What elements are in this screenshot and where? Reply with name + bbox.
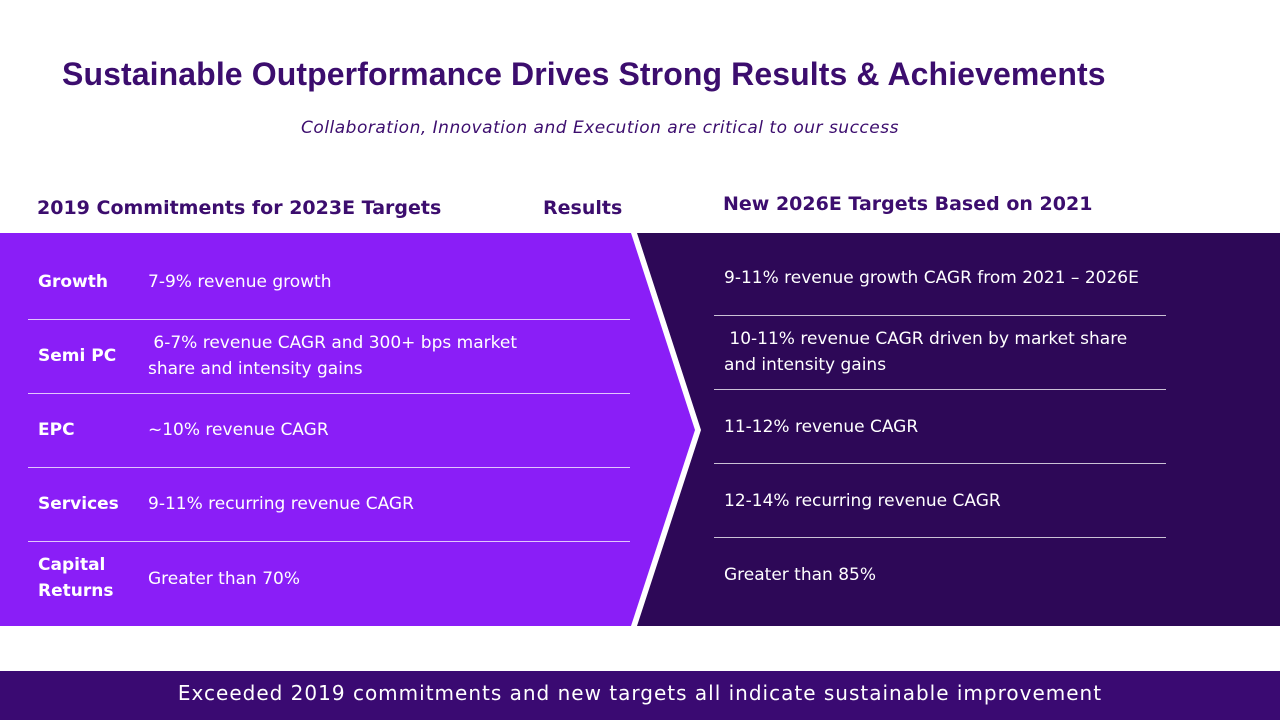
target-text: Greater than 85% bbox=[724, 565, 877, 585]
commitments-column-header: 2019 Commitments for 2023E Targets bbox=[37, 197, 442, 219]
row-label: Semi PC bbox=[38, 346, 117, 366]
commitment-text: 9-11% recurring revenue CAGR bbox=[148, 494, 414, 514]
commitment-row-services: Services 9-11% recurring revenue CAGR bbox=[28, 468, 630, 542]
target-row-capital-returns: Greater than 85% bbox=[714, 538, 1166, 618]
footer-text: Exceeded 2019 commitments and new target… bbox=[177, 681, 1103, 705]
target-row-epc: 11-12% revenue CAGR bbox=[714, 390, 1166, 464]
new-targets-column-header: New 2026E Targets Based on 2021 bbox=[723, 193, 1093, 215]
target-row-services: 12-14% recurring revenue CAGR bbox=[714, 464, 1166, 538]
row-label: Growth bbox=[38, 272, 108, 292]
commitment-row-epc: EPC ~10% revenue CAGR bbox=[28, 394, 630, 468]
commitments-panel bbox=[0, 233, 695, 626]
commitment-row-capital-returns: Capital Returns Greater than 70% bbox=[28, 542, 630, 622]
comparison-panels bbox=[0, 233, 1280, 626]
row-label: Capital Returns bbox=[38, 555, 114, 601]
target-text: 9-11% revenue growth CAGR from 2021 – 20… bbox=[724, 268, 1139, 288]
commitment-text: 6-7% revenue CAGR and 300+ bps market sh… bbox=[148, 333, 523, 379]
row-label: Services bbox=[38, 494, 119, 514]
commitment-text: ~10% revenue CAGR bbox=[148, 420, 329, 440]
commitment-text: 7-9% revenue growth bbox=[148, 272, 332, 292]
page-subtitle: Collaboration, Innovation and Execution … bbox=[301, 118, 899, 138]
target-row-growth: 9-11% revenue growth CAGR from 2021 – 20… bbox=[714, 245, 1166, 316]
footer-banner: Exceeded 2019 commitments and new target… bbox=[0, 671, 1280, 720]
target-text: 10-11% revenue CAGR driven by market sha… bbox=[724, 329, 1133, 375]
commitment-row-semi-pc: Semi PC 6-7% revenue CAGR and 300+ bps m… bbox=[28, 320, 630, 394]
row-label: EPC bbox=[38, 420, 75, 440]
target-row-semi-pc: 10-11% revenue CAGR driven by market sha… bbox=[714, 316, 1166, 390]
commitment-row-growth: Growth 7-9% revenue growth bbox=[28, 245, 630, 320]
target-text: 12-14% recurring revenue CAGR bbox=[724, 491, 1001, 511]
commitment-text: Greater than 70% bbox=[148, 569, 301, 589]
new-targets-panel bbox=[637, 233, 1280, 626]
results-column-header: Results bbox=[543, 197, 623, 219]
target-text: 11-12% revenue CAGR bbox=[724, 417, 919, 437]
page-title: Sustainable Outperformance Drives Strong… bbox=[62, 56, 1106, 92]
